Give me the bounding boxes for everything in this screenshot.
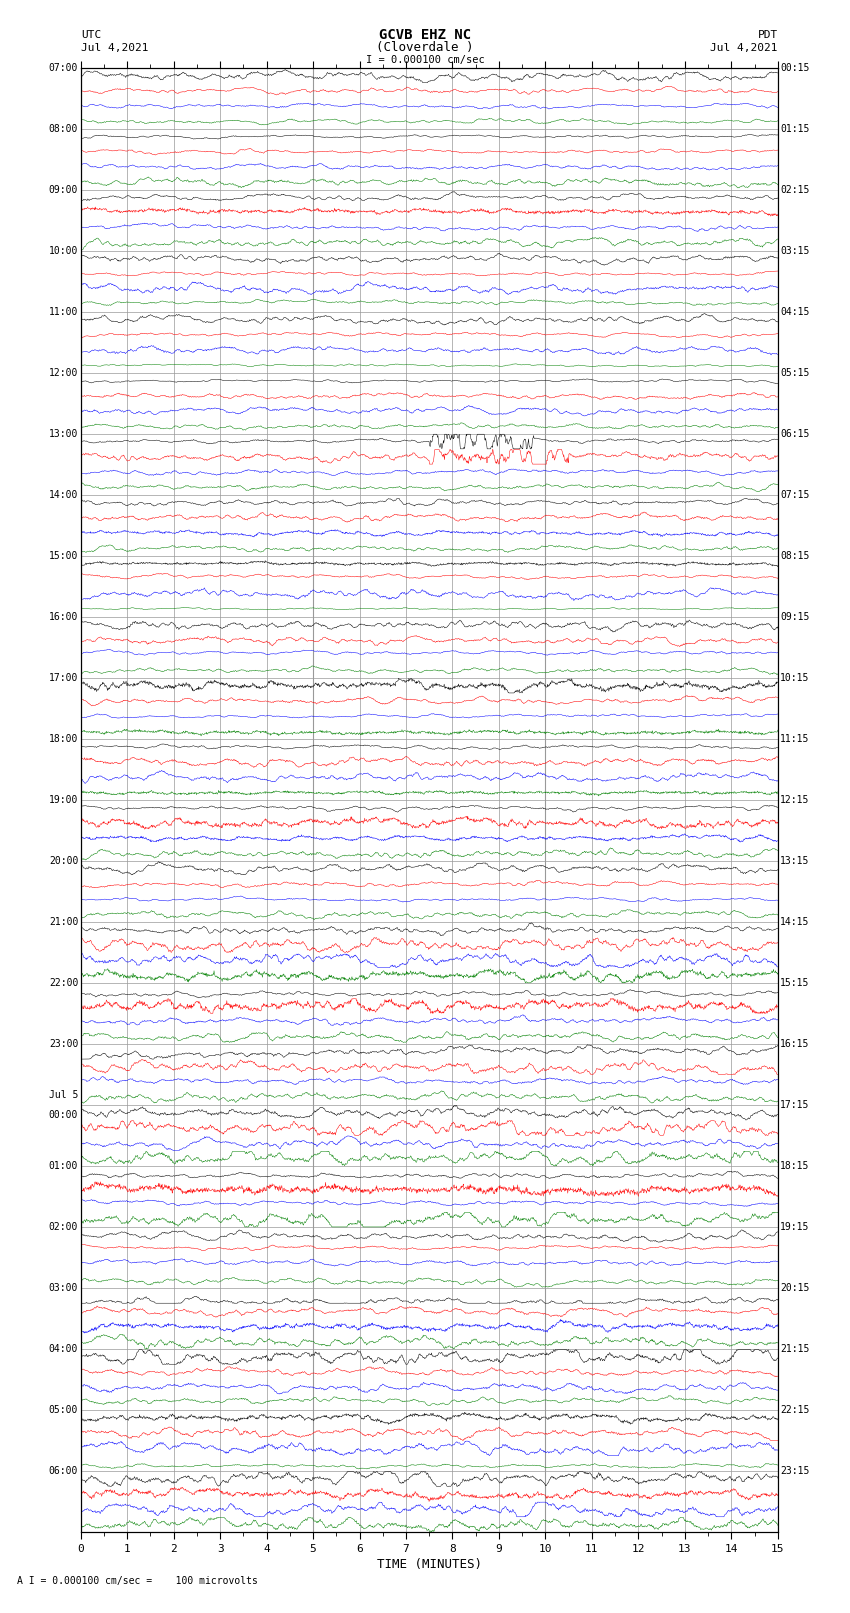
- Text: 15:15: 15:15: [780, 977, 810, 989]
- Text: 03:00: 03:00: [48, 1284, 78, 1294]
- Text: I = 0.000100 cm/sec: I = 0.000100 cm/sec: [366, 55, 484, 65]
- Text: 12:00: 12:00: [48, 368, 78, 377]
- Text: 08:00: 08:00: [48, 124, 78, 134]
- Text: A I = 0.000100 cm/sec =    100 microvolts: A I = 0.000100 cm/sec = 100 microvolts: [17, 1576, 258, 1586]
- Text: 00:15: 00:15: [780, 63, 810, 73]
- Text: 11:15: 11:15: [780, 734, 810, 744]
- Text: 07:00: 07:00: [48, 63, 78, 73]
- Text: 14:00: 14:00: [48, 490, 78, 500]
- Text: 21:00: 21:00: [48, 918, 78, 927]
- Text: 18:15: 18:15: [780, 1161, 810, 1171]
- Text: 09:00: 09:00: [48, 185, 78, 195]
- Text: 11:00: 11:00: [48, 306, 78, 316]
- Text: 13:15: 13:15: [780, 857, 810, 866]
- Text: 04:15: 04:15: [780, 306, 810, 316]
- Text: 12:15: 12:15: [780, 795, 810, 805]
- X-axis label: TIME (MINUTES): TIME (MINUTES): [377, 1558, 482, 1571]
- Text: 06:15: 06:15: [780, 429, 810, 439]
- Text: 19:15: 19:15: [780, 1223, 810, 1232]
- Text: Jul 4,2021: Jul 4,2021: [711, 44, 778, 53]
- Text: 02:00: 02:00: [48, 1223, 78, 1232]
- Text: 10:00: 10:00: [48, 245, 78, 256]
- Text: 06:00: 06:00: [48, 1466, 78, 1476]
- Text: 07:15: 07:15: [780, 490, 810, 500]
- Text: 09:15: 09:15: [780, 611, 810, 623]
- Text: 04:00: 04:00: [48, 1344, 78, 1355]
- Text: 23:15: 23:15: [780, 1466, 810, 1476]
- Text: UTC: UTC: [81, 31, 101, 40]
- Text: 18:00: 18:00: [48, 734, 78, 744]
- Text: 22:00: 22:00: [48, 977, 78, 989]
- Text: 03:15: 03:15: [780, 245, 810, 256]
- Text: 20:15: 20:15: [780, 1284, 810, 1294]
- Text: 10:15: 10:15: [780, 673, 810, 682]
- Text: 14:15: 14:15: [780, 918, 810, 927]
- Text: 17:15: 17:15: [780, 1100, 810, 1110]
- Text: 00:00: 00:00: [48, 1110, 78, 1119]
- Text: (Cloverdale ): (Cloverdale ): [377, 40, 473, 55]
- Text: 16:00: 16:00: [48, 611, 78, 623]
- Text: GCVB EHZ NC: GCVB EHZ NC: [379, 27, 471, 42]
- Text: 22:15: 22:15: [780, 1405, 810, 1415]
- Text: 15:00: 15:00: [48, 552, 78, 561]
- Text: 23:00: 23:00: [48, 1039, 78, 1048]
- Text: 05:00: 05:00: [48, 1405, 78, 1415]
- Text: 01:00: 01:00: [48, 1161, 78, 1171]
- Text: 02:15: 02:15: [780, 185, 810, 195]
- Text: 05:15: 05:15: [780, 368, 810, 377]
- Text: 01:15: 01:15: [780, 124, 810, 134]
- Text: PDT: PDT: [757, 31, 778, 40]
- Text: 08:15: 08:15: [780, 552, 810, 561]
- Text: 17:00: 17:00: [48, 673, 78, 682]
- Text: Jul 4,2021: Jul 4,2021: [81, 44, 148, 53]
- Text: Jul 5: Jul 5: [48, 1090, 78, 1100]
- Text: 13:00: 13:00: [48, 429, 78, 439]
- Text: 16:15: 16:15: [780, 1039, 810, 1048]
- Text: 20:00: 20:00: [48, 857, 78, 866]
- Text: 21:15: 21:15: [780, 1344, 810, 1355]
- Text: 19:00: 19:00: [48, 795, 78, 805]
